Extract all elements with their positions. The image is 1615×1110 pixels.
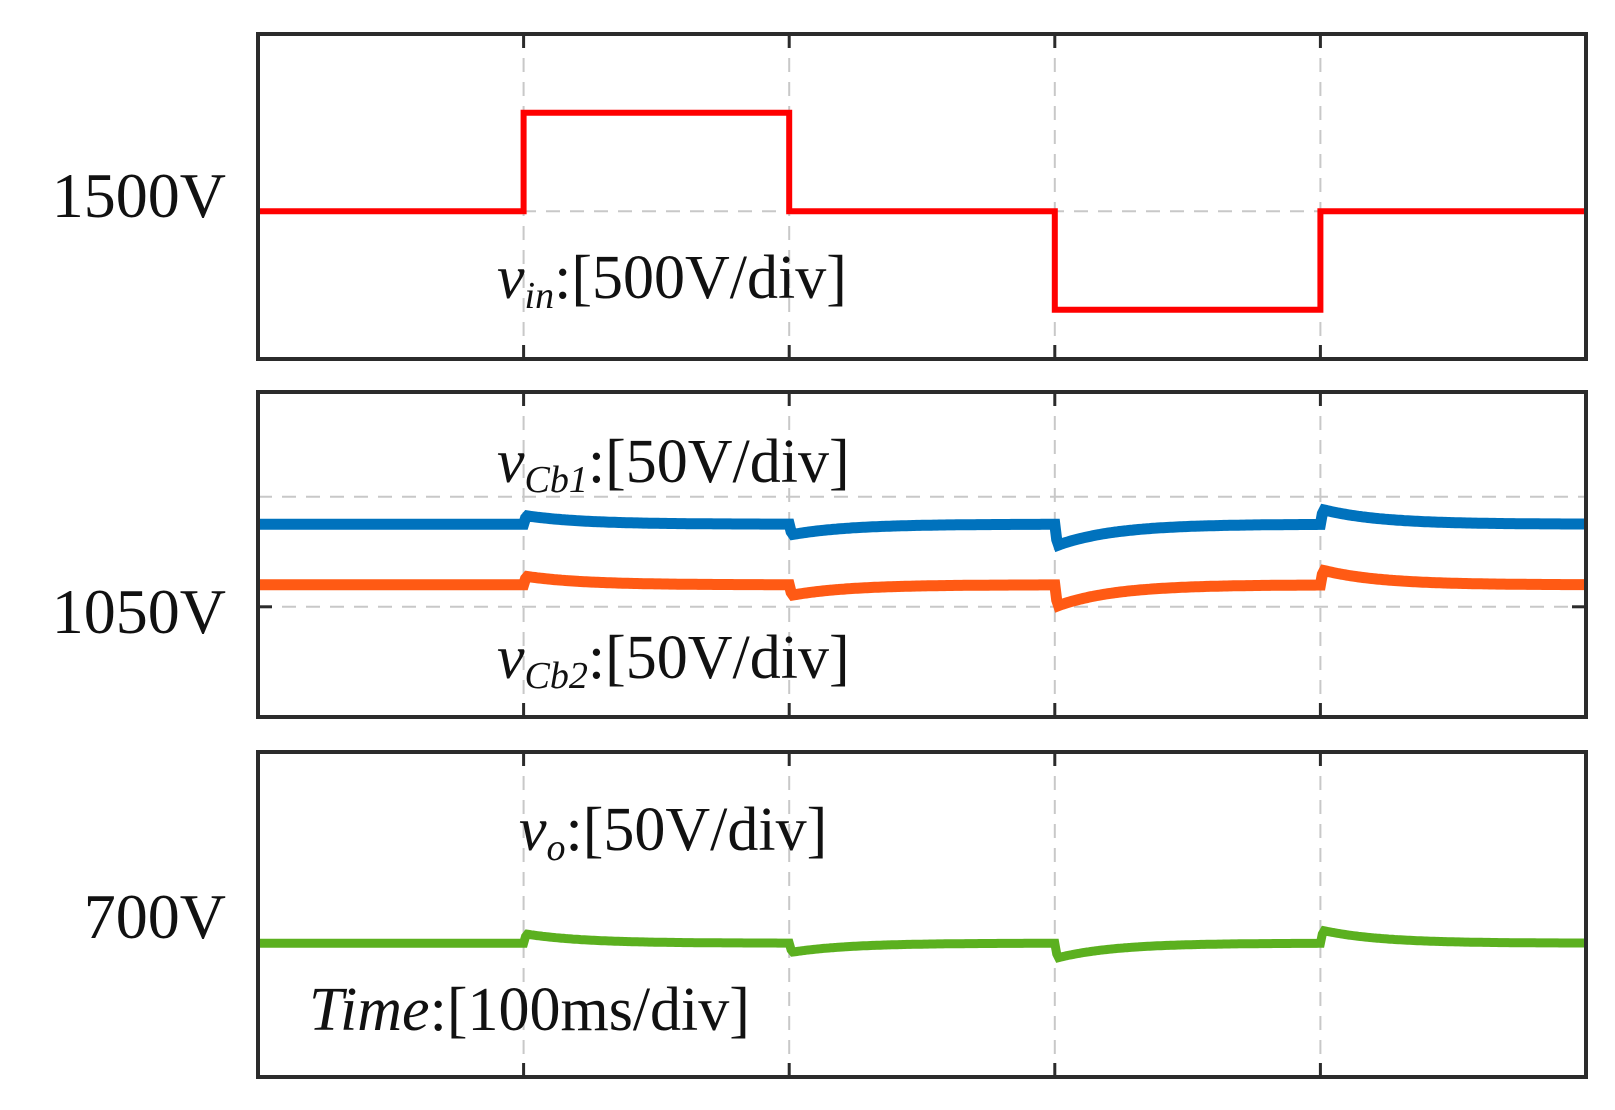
vcb2-symbol: v [497, 624, 525, 692]
vin-scale: :[500V/div] [554, 244, 847, 312]
panel-vcb-grid [258, 392, 1586, 717]
panel-vcb-frame [256, 390, 1588, 719]
vcb2-scale: :[50V/div] [588, 624, 850, 692]
y-label-vo: 700V [84, 881, 226, 952]
panel-vin-traces [258, 109, 1586, 313]
vcb1-scale: :[50V/div] [588, 428, 850, 496]
y-label-vcb: 1050V [52, 576, 226, 647]
panel-vin: 1500V vin:[500V/div] [52, 32, 1588, 361]
panel-vcb-traces [258, 503, 1586, 613]
panel-vin-frame [256, 32, 1588, 361]
vin-subscript: in [525, 275, 555, 317]
vcb1-subscript: Cb1 [525, 459, 588, 501]
trace-v-cb1 [258, 503, 1586, 553]
panel-vo-traces [258, 925, 1586, 963]
trace-v-cb2 [258, 564, 1586, 613]
vin-annotation: vin:[500V/div] [497, 244, 847, 317]
vcb2-annotation: vCb2:[50V/div] [497, 624, 850, 697]
vcb1-symbol: v [497, 428, 525, 496]
vo-scale: :[50V/div] [566, 796, 828, 864]
vo-annotation: vo:[50V/div] [519, 796, 827, 869]
trace-v-in [258, 109, 1586, 313]
time-scale: :[100ms/div] [430, 976, 750, 1044]
time-annotation: Time:[100ms/div] [309, 976, 750, 1044]
vcb2-subscript: Cb2 [525, 655, 588, 697]
panel-vo-frame [256, 750, 1588, 1079]
vcb1-annotation: vCb1:[50V/div] [497, 428, 850, 501]
vo-symbol: v [519, 796, 547, 864]
time-label: Time [309, 976, 430, 1044]
panel-vcb: 1050V vCb1:[50V/div] vCb2:[50V/div] [52, 390, 1588, 719]
panel-vo: 700V vo:[50V/div] Time:[100ms/div] [84, 750, 1588, 1079]
vin-symbol: v [497, 244, 525, 312]
y-label-vin: 1500V [52, 160, 226, 231]
vo-subscript: o [547, 827, 566, 869]
trace-v-o [258, 925, 1586, 963]
panel-vin-grid [258, 34, 1586, 359]
